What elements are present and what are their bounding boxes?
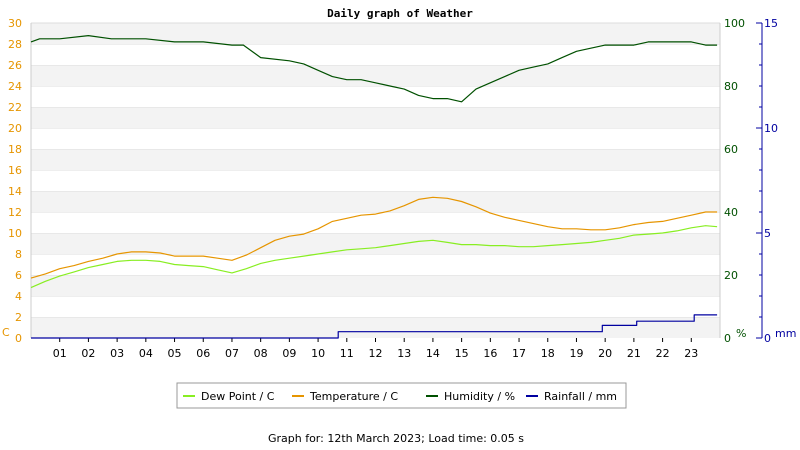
legend-label: Dew Point / C [201, 390, 275, 403]
grid-band [31, 170, 720, 191]
x-tick-label: 09 [282, 347, 296, 360]
x-tick-label: 19 [569, 347, 583, 360]
left-tick-label: 22 [8, 101, 22, 114]
grid-band [31, 254, 720, 275]
x-tick-label: 06 [196, 347, 210, 360]
x-tick-label: 01 [53, 347, 67, 360]
grid-band [31, 65, 720, 86]
series-line-1 [30, 196, 718, 279]
grid-band [31, 212, 720, 233]
left-tick-label: 24 [8, 80, 22, 93]
grid-band [31, 191, 720, 212]
legend-label: Temperature / C [309, 390, 398, 403]
humidity-tick-label: 20 [724, 269, 738, 282]
left-tick-label: 6 [15, 269, 22, 282]
rainfall-tick-label: 15 [764, 17, 778, 30]
x-tick-label: 18 [541, 347, 555, 360]
left-tick-label: 16 [8, 164, 22, 177]
rainfall-tick-label: 0 [764, 332, 771, 345]
left-tick-label: 0 [15, 332, 22, 345]
rainfall-axis: 0 5 10 15 mm [756, 17, 796, 345]
x-axis: 01 02 03 04 05 06 07 08 09 10 11 12 13 14 15 16 17 18 19 20… [53, 338, 698, 360]
left-tick-label: 18 [8, 143, 22, 156]
grid-band [31, 107, 720, 128]
x-tick-label: 15 [455, 347, 469, 360]
x-tick-label: 02 [81, 347, 95, 360]
left-tick-label: 4 [15, 290, 22, 303]
left-tick-label: 14 [8, 185, 22, 198]
humidity-axis: 0 20 40 60 80 100% [724, 17, 746, 345]
x-tick-label: 22 [656, 347, 670, 360]
x-tick-label: 11 [340, 347, 354, 360]
x-tick-label: 16 [483, 347, 497, 360]
left-tick-label: 10 [8, 227, 22, 240]
x-tick-label: 05 [168, 347, 182, 360]
x-tick-label: 08 [254, 347, 268, 360]
x-tick-label: 07 [225, 347, 239, 360]
humidity-tick-label: 100 [724, 17, 745, 30]
series-lines [30, 34, 718, 339]
rainfall-tick-label: 10 [764, 122, 778, 135]
x-tick-label: 13 [397, 347, 411, 360]
x-tick-label: 20 [598, 347, 612, 360]
grid-bands [30, 22, 721, 338]
grid-band [31, 44, 720, 65]
chart-title: Daily graph of Weather [327, 7, 473, 20]
series-line-0 [30, 225, 718, 289]
x-tick-label: 14 [426, 347, 440, 360]
left-tick-label: 30 [8, 17, 22, 30]
grid-band [31, 275, 720, 296]
x-tick-label: 23 [684, 347, 698, 360]
humidity-tick-label: 60 [724, 143, 738, 156]
left-tick-label: 8 [15, 248, 22, 261]
grid-band [31, 128, 720, 149]
series-line-2 [30, 34, 718, 103]
legend: Dew Point / C Temperature / C Humidity / %… [176, 382, 627, 409]
humidity-tick-label: 40 [724, 206, 738, 219]
x-tick-label: 12 [369, 347, 383, 360]
grid-band [31, 233, 720, 254]
legend-box [176, 382, 627, 409]
grid-band [31, 149, 720, 170]
x-tick-label: 10 [311, 347, 325, 360]
x-tick-label: 03 [110, 347, 124, 360]
footer-text: Graph for: 12th March 2023; Load time: 0… [268, 432, 524, 445]
grid-band [31, 296, 720, 317]
humidity-tick-label: 80 [724, 80, 738, 93]
grid-band [31, 317, 720, 338]
left-tick-label: 26 [8, 59, 22, 72]
x-tick-label: 04 [139, 347, 153, 360]
humidity-tick-label: 0 [724, 332, 731, 345]
rainfall-tick-label: 5 [764, 227, 771, 240]
legend-label: Rainfall / mm [544, 390, 617, 403]
left-tick-label: 28 [8, 38, 22, 51]
x-tick-label: 21 [627, 347, 641, 360]
left-axis-unit: C [2, 326, 10, 339]
left-tick-label: 2 [15, 311, 22, 324]
x-tick-label: 17 [512, 347, 526, 360]
grid-band [31, 23, 720, 44]
legend-label: Humidity / % [444, 390, 515, 403]
series-line-3 [31, 314, 718, 339]
left-tick-label: 20 [8, 122, 22, 135]
left-tick-label: 12 [8, 206, 22, 219]
rainfall-axis-unit: mm [775, 327, 796, 340]
humidity-axis-unit: % [736, 327, 746, 340]
grid-band [31, 86, 720, 107]
